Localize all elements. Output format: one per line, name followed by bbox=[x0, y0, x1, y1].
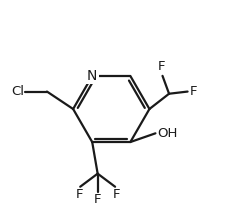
Text: OH: OH bbox=[158, 127, 178, 140]
Text: F: F bbox=[94, 193, 102, 206]
Text: F: F bbox=[112, 188, 120, 201]
Text: F: F bbox=[190, 85, 197, 98]
Text: N: N bbox=[87, 69, 97, 83]
Text: Cl: Cl bbox=[11, 85, 24, 98]
Text: F: F bbox=[75, 188, 83, 201]
Text: F: F bbox=[158, 60, 165, 73]
